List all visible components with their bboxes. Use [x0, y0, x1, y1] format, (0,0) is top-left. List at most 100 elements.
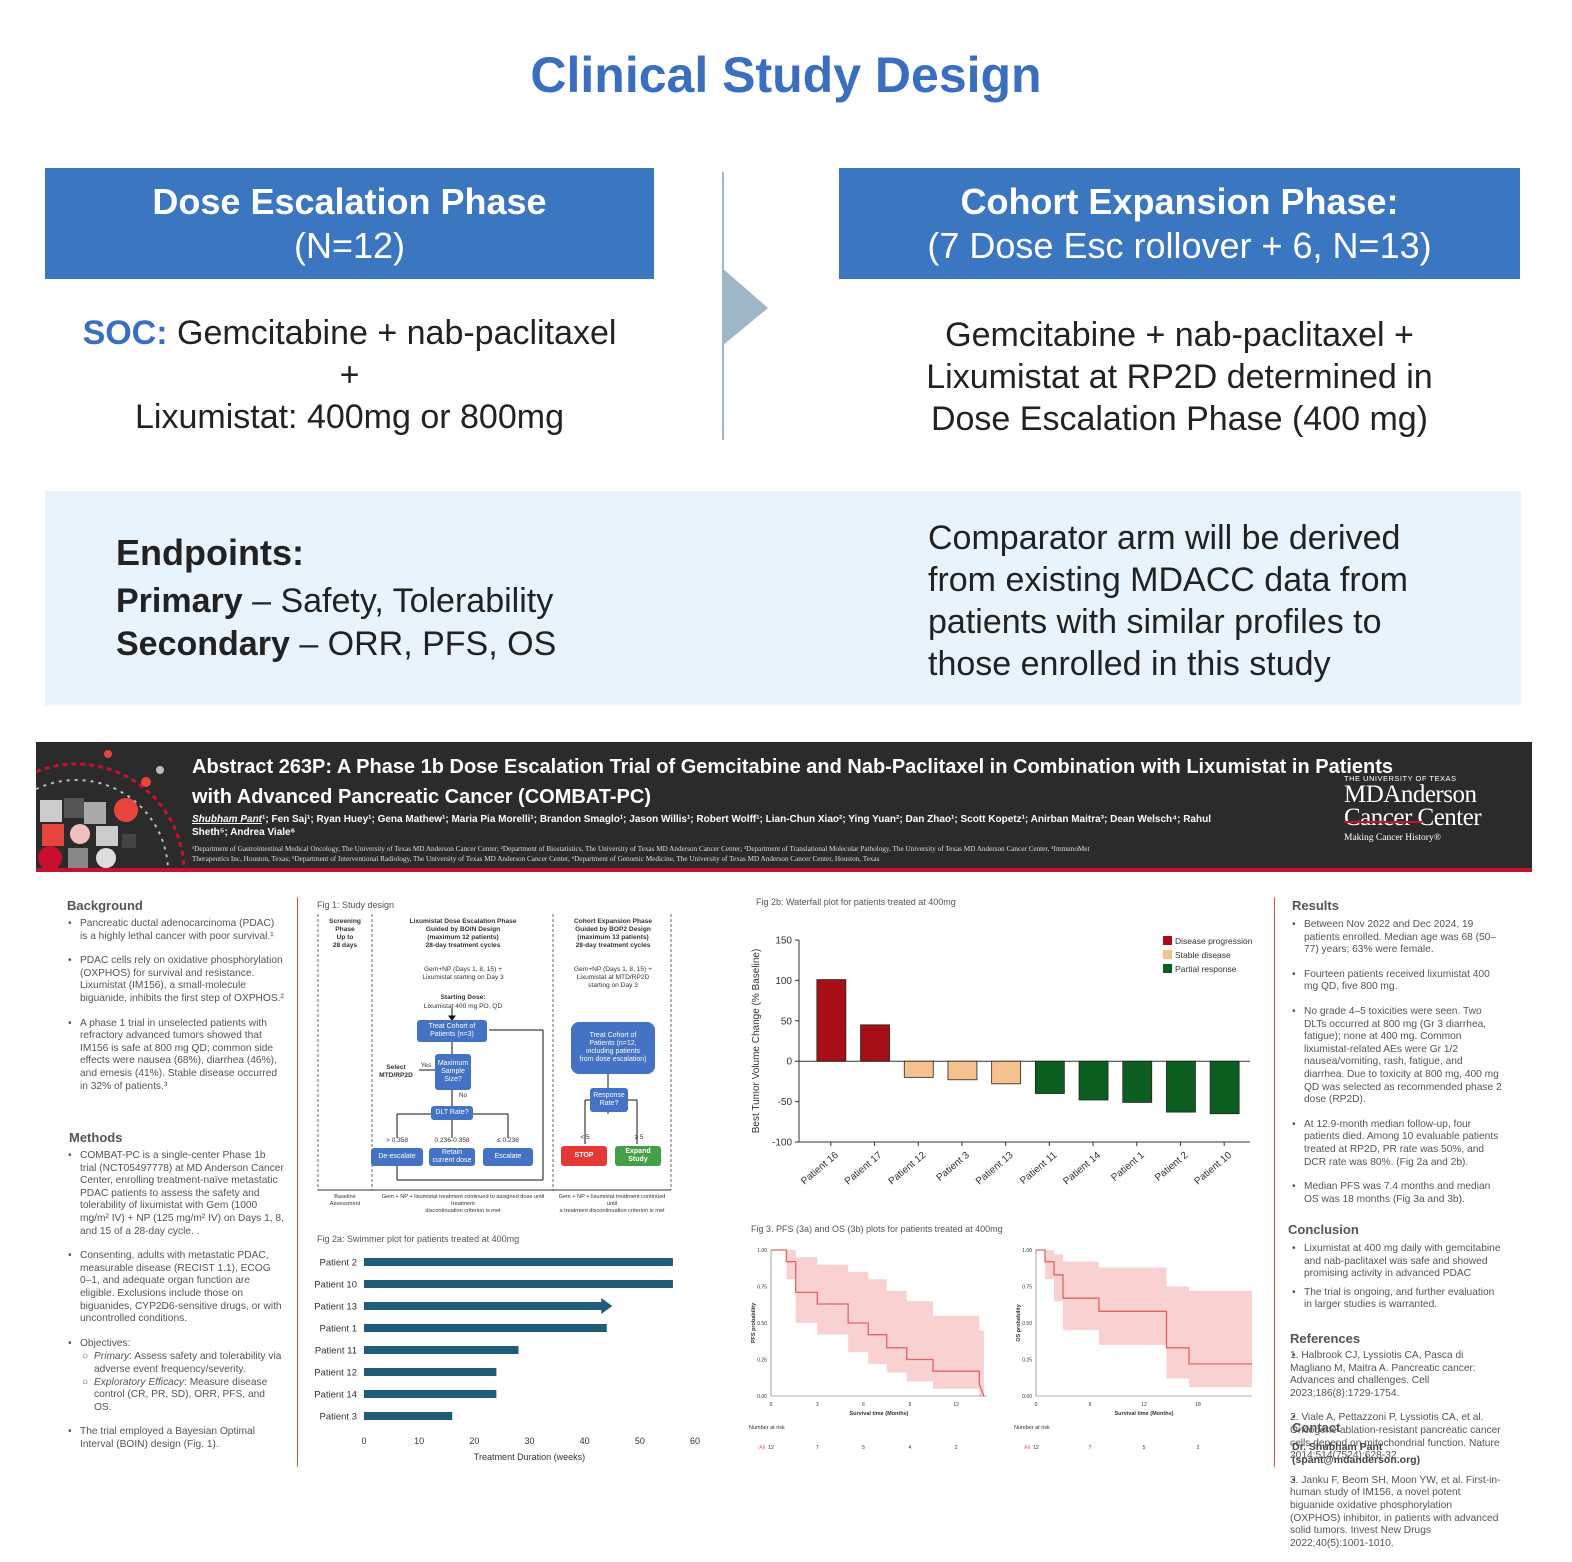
pfs-risk-label: Number at risk [749, 1425, 785, 1431]
swimmer-row-label: Patient 3 [320, 1412, 358, 1423]
lead-author: Shubham Pant [192, 814, 263, 825]
waterfall-bar [947, 1060, 978, 1081]
objective-primary-label: Primary [94, 1351, 130, 1363]
os-curve [1036, 1249, 1252, 1365]
select-mtd: Select MTD/RP2D [379, 1064, 413, 1079]
objective-exploratory-label: Exploratory Efficacy [94, 1376, 185, 1388]
pfs-risk-count: 12 [768, 1445, 774, 1451]
pfs-y-label: PFS probability [751, 1302, 757, 1343]
objectives-label: Objectives: [80, 1337, 131, 1349]
waterfall-bar [1078, 1060, 1109, 1101]
waterfall-x-tick: Patient 12 [887, 1150, 929, 1188]
contact-email: (spant@mdanderson.org) [1292, 1454, 1421, 1466]
waterfall-x-tick: Patient 2 [1153, 1150, 1191, 1184]
objective-primary: : Assess safety and tolerability via adv… [94, 1351, 282, 1375]
swimmer-bar [364, 1280, 673, 1288]
swimmer-x-label: Treatment Duration (weeks) [474, 1452, 585, 1462]
results-section: Between Nov 2022 and Dec 2024, 19 patien… [1290, 919, 1502, 1218]
swimmer-row-label: Patient 14 [314, 1390, 357, 1401]
pfs-x-label: Survival time (Months) [850, 1411, 909, 1417]
legend-swatch [1163, 964, 1172, 973]
pfs-x-tick: 12 [953, 1402, 959, 1408]
swimmer-x-tick: 10 [414, 1436, 424, 1446]
affiliation-line: ¹Department of Gastrointestinal Medical … [192, 845, 1090, 853]
pfs-ci-band [771, 1250, 984, 1396]
fig1-caption: Fig 1: Study design [317, 900, 395, 910]
dlt-rate-box: DLT Rate? [431, 1106, 473, 1120]
retain-dose-box: Retain current dose [429, 1148, 475, 1166]
pfs-plot: 0.00 0.25 0.50 0.75 1.00 0 3 6 9 12 Survival time … [749, 1248, 987, 1451]
fig3-caption: Fig 3. PFS (3a) and OS (3b) plots for pa… [751, 1224, 1003, 1234]
fig2a-caption: Fig 2a: Swimmer plot for patients treate… [317, 1234, 520, 1244]
os-risk-count: 5 [1143, 1445, 1146, 1451]
column-divider [1274, 897, 1275, 1467]
os-y-label: OS probability [1016, 1303, 1022, 1342]
pfs-curve [771, 1249, 985, 1397]
legend-label: Partial response [1175, 964, 1237, 974]
logo-mdanderson: MDAnderson [1344, 781, 1477, 808]
mdanderson-logo: THE UNIVERSITY OF TEXAS MDAnderson Cance… [1344, 774, 1482, 843]
column-divider [297, 897, 298, 1467]
dlt-mid: 0.236-0.358 [434, 1137, 470, 1144]
pfs-x-tick: 9 [908, 1402, 911, 1408]
baseline-assessment: Baseline Assessment [329, 1194, 361, 1207]
swimmer-bar [364, 1258, 673, 1266]
logo-strike [1344, 821, 1422, 823]
expansion-line-1: Gemcitabine + nab-paclitaxel + [945, 316, 1414, 354]
os-y-tick: 0.75 [1022, 1285, 1032, 1291]
primary-label: Primary [116, 582, 243, 620]
result-point: Fourteen patients received lixumistat 40… [1290, 969, 1502, 994]
methods-section: COMBAT-PC is a single-center Phase 1b tr… [66, 1150, 284, 1463]
response-low: < 5 [580, 1134, 590, 1141]
pfs-y-tick: 1.00 [757, 1248, 767, 1254]
swimmer-x-tick: 60 [690, 1436, 700, 1446]
background-point: PDAC cells rely on oxidative phosphoryla… [66, 955, 284, 1005]
result-point: Median PFS was 7.4 months and median OS … [1290, 1181, 1502, 1206]
comparator-line: those enrolled in this study [928, 645, 1331, 683]
chevron-right-icon [722, 268, 768, 346]
comparator-line: Comparator arm will be derived [928, 519, 1401, 557]
pfs-x-tick: 3 [816, 1402, 819, 1408]
banner-underline [36, 868, 1532, 872]
result-point: No grade 4–5 toxicities were seen. Two D… [1290, 1006, 1502, 1107]
waterfall-y-label: Best Tumor Volume Change (% Baseline) [751, 949, 762, 1134]
contact-heading: Contact [1292, 1420, 1341, 1435]
waterfall-bar [903, 1060, 934, 1078]
conclusion-heading: Conclusion [1288, 1222, 1359, 1237]
de-escalate-box: De-escalate [371, 1148, 423, 1166]
conclusion-point: The trial is ongoing, and further evalua… [1290, 1287, 1502, 1312]
cohort-expansion-regimen: Gemcitabine + nab-paclitaxel + Lixumista… [839, 314, 1520, 440]
waterfall-bar [1166, 1060, 1196, 1113]
os-risk-count: 7 [1089, 1445, 1092, 1451]
escalation-regimen: Gem+NP (Days 1, 8, 15) + Lixumistat star… [422, 966, 504, 981]
plus-sign: + [339, 356, 360, 394]
pfs-y-tick: 0.25 [757, 1358, 767, 1364]
lixumistat-dose: Lixumistat: 400mg or 800mg [135, 398, 564, 436]
escalate-box: Escalate [483, 1148, 533, 1166]
waterfall-x-tick: Patient 14 [1061, 1150, 1103, 1188]
poster-banner [36, 742, 1532, 868]
swimmer-plot: Patient 2 Patient 10 Patient 13 Patient 1 Pa… [314, 1258, 700, 1463]
legend-swatch [1163, 936, 1172, 945]
secondary-endpoints: – ORR, PFS, OS [299, 625, 557, 663]
endpoints-heading: Endpoints: [116, 532, 304, 573]
os-y-tick: 0.25 [1022, 1358, 1032, 1364]
pfs-x-tick: 6 [862, 1402, 865, 1408]
pfs-y-tick: 0.50 [757, 1321, 767, 1327]
waterfall-y-tick: 0 [786, 1057, 792, 1068]
endpoints-block: Endpoints: Primary – Safety, Tolerabilit… [116, 530, 556, 665]
os-ci-band [1036, 1250, 1252, 1388]
waterfall-y-tick: -100 [772, 1138, 792, 1149]
screening-phase: Screening Phase Up to 28 days [329, 918, 361, 949]
os-risk-group: All [1024, 1445, 1030, 1451]
swimmer-row-label: Patient 1 [320, 1324, 358, 1335]
contact-info: Dr. Shubham Pant (spant@mdanderson.org) [1292, 1441, 1420, 1467]
fig1-lines [317, 914, 672, 1191]
os-y-tick: 1.00 [1022, 1248, 1032, 1254]
soc-label: SOC: [82, 314, 168, 352]
yes-label: Yes [420, 1062, 432, 1069]
cohort-expansion-n: (7 Dose Esc rollover + 6, N=13) [927, 225, 1432, 266]
poster-title: Abstract 263P: A Phase 1b Dose Escalatio… [192, 752, 1393, 812]
waterfall-x-tick: Patient 13 [974, 1150, 1016, 1188]
